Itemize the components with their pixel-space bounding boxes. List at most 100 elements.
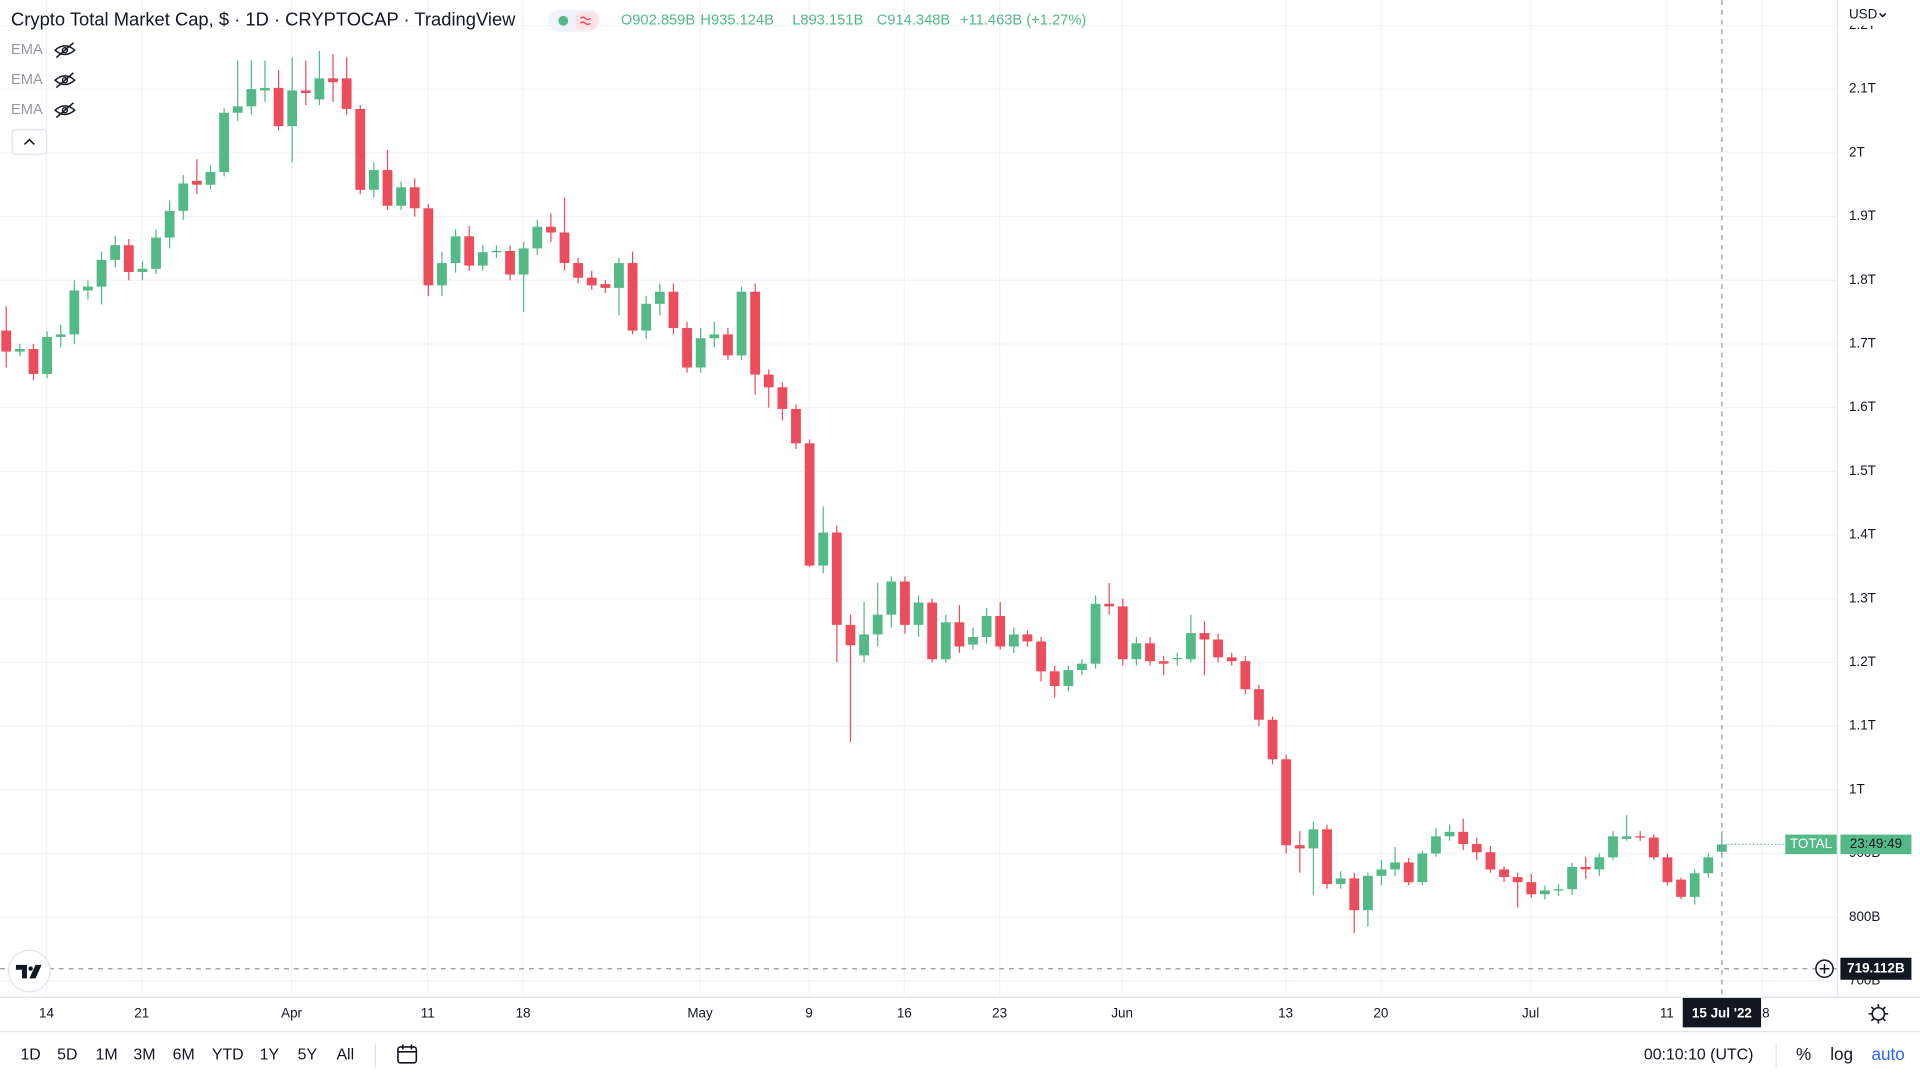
y-tick-label: 1T: [1849, 781, 1865, 796]
countdown-bg: [1840, 834, 1912, 855]
candle-body: [1213, 639, 1223, 658]
collapse-button[interactable]: [11, 129, 48, 155]
clock[interactable]: 00:10:10 (UTC): [1644, 1047, 1754, 1064]
candle-body: [1090, 603, 1101, 664]
candle-body: [1185, 633, 1196, 660]
candle-body: [232, 106, 243, 113]
candle-body: [927, 602, 938, 660]
candle-body: [1022, 634, 1033, 642]
timeframe-button[interactable]: 3M: [133, 1047, 155, 1064]
timeframe-button[interactable]: 6M: [173, 1047, 195, 1064]
scale-option[interactable]: log: [1830, 1044, 1853, 1064]
candle-body: [1036, 641, 1046, 672]
candle-body: [668, 291, 679, 329]
x-tick-label: 16: [897, 1005, 912, 1020]
candle-body: [1267, 719, 1278, 760]
candle-body: [1322, 829, 1332, 885]
timeframe-button[interactable]: 1D: [20, 1047, 40, 1064]
y-tick-label: 1.5T: [1849, 463, 1876, 478]
x-tick-label: 11: [1660, 1005, 1674, 1020]
candle-body: [1662, 857, 1673, 883]
candle-body: [641, 303, 652, 331]
visibility-icon[interactable]: [53, 102, 76, 119]
logo-badge: [7, 949, 51, 993]
gear-teeth: [1868, 1004, 1889, 1024]
candle-body: [1471, 843, 1482, 853]
candle-body: [818, 532, 829, 566]
settings-button[interactable]: [1868, 1004, 1889, 1024]
candle-body: [886, 581, 897, 615]
timeframe-button[interactable]: All: [336, 1047, 354, 1064]
candle-body: [491, 250, 502, 253]
candle-body: [341, 78, 352, 109]
candle-body: [736, 291, 747, 356]
candle-body: [1376, 869, 1387, 876]
crosshair-date-bg: [1682, 997, 1762, 1028]
timeframe-button[interactable]: 1M: [95, 1047, 117, 1064]
y-tick-label: 1.3T: [1849, 590, 1876, 605]
candle-body: [1254, 689, 1264, 720]
logo-dot: [28, 966, 33, 971]
candle-body: [1458, 831, 1469, 844]
timeframe-button[interactable]: YTD: [212, 1047, 244, 1064]
candle-body: [300, 90, 311, 93]
ohlc-close: C914.348B: [877, 13, 951, 29]
candle-body: [96, 259, 107, 287]
visibility-icon[interactable]: [53, 72, 76, 89]
candle-body: [355, 108, 366, 190]
candle-body: [763, 374, 774, 388]
candle-body: [723, 334, 733, 356]
x-tick-label: 23: [992, 1005, 1007, 1020]
candle-body: [1608, 836, 1618, 858]
add-alert-plus: [1819, 963, 1830, 974]
candle-body: [559, 232, 570, 264]
candle-body: [518, 248, 529, 275]
currency-button[interactable]: USD: [1849, 6, 1878, 21]
visibility-icon[interactable]: [53, 42, 76, 59]
candle-body: [464, 236, 475, 266]
series-tag: TOTAL: [1790, 836, 1833, 851]
candle-body: [1512, 877, 1523, 883]
candle-body: [1158, 661, 1169, 664]
candle-body: [1281, 759, 1292, 846]
candle-body: [804, 443, 815, 566]
candle-body: [409, 187, 420, 209]
x-tick-label: 20: [1373, 1005, 1388, 1020]
candle-body: [450, 236, 461, 264]
timeframe-button[interactable]: 1Y: [260, 1047, 280, 1064]
ohlc-open: O902.859B: [621, 13, 696, 29]
x-tick-label: Jun: [1111, 1005, 1133, 1020]
candle-body: [954, 622, 965, 647]
date-range-button[interactable]: [397, 1044, 418, 1064]
y-tick-label: 1.6T: [1849, 399, 1876, 414]
candle-body: [682, 328, 692, 368]
scale-option[interactable]: %: [1796, 1044, 1811, 1064]
candle-body: [695, 338, 706, 368]
market-status-icon: [558, 15, 569, 26]
visibility-icon-pupil: [61, 107, 69, 114]
candle-body: [368, 170, 379, 190]
timeframe-button[interactable]: 5D: [57, 1047, 77, 1064]
scale-option[interactable]: auto: [1871, 1044, 1904, 1064]
candle-body: [1553, 889, 1564, 891]
candle-body: [1145, 643, 1155, 662]
candle-body: [586, 277, 597, 286]
candle-body: [1526, 882, 1537, 895]
countdown: 23:49:49: [1850, 836, 1902, 851]
candle-body: [872, 614, 883, 635]
candle-body: [1717, 844, 1727, 852]
candle-body: [900, 581, 910, 625]
y-tick-label: 1.2T: [1849, 654, 1876, 669]
candle-body: [437, 263, 447, 286]
candle-body: [750, 291, 761, 375]
candles: [1, 50, 1727, 934]
candle-body: [1444, 831, 1455, 837]
candle-body: [1063, 670, 1074, 686]
candle-body: [600, 284, 611, 288]
chart-title: Crypto Total Market Cap, $ · 1D · CRYPTO…: [11, 9, 516, 30]
x-tick-label: 11: [421, 1005, 435, 1020]
candle-body: [1117, 606, 1128, 660]
timeframe-button[interactable]: 5Y: [298, 1047, 318, 1064]
